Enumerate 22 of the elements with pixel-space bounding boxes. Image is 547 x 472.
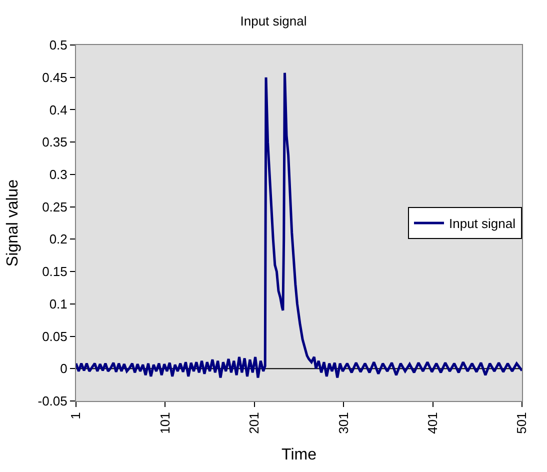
- x-tick-label: 1: [68, 412, 84, 420]
- x-tick-label: 501: [514, 412, 530, 434]
- y-tick-label: 0.45: [42, 70, 68, 85]
- x-tick-label: 401: [425, 412, 440, 434]
- y-tick-label: 0: [60, 361, 68, 376]
- y-tick-label: 0.35: [42, 134, 68, 150]
- x-tick-label: 201: [246, 412, 262, 434]
- y-tick-label: -0.05: [38, 394, 68, 409]
- legend-label: Input signal: [449, 216, 516, 232]
- y-tick-label: 0.25: [42, 199, 68, 214]
- y-tick-label: 0.2: [49, 232, 68, 247]
- x-tick-label: 301: [336, 412, 351, 434]
- y-tick-label: 0.4: [49, 102, 68, 118]
- x-tick-label: 101: [157, 412, 172, 434]
- y-tick-label: 0.5: [49, 38, 68, 53]
- x-axis-title: Time: [282, 446, 317, 464]
- y-axis-title: Signal value: [4, 179, 22, 267]
- y-tick-label: 0.3: [49, 167, 68, 182]
- y-tick-label: 0.15: [42, 264, 68, 280]
- y-tick-label: 0.1: [49, 296, 68, 312]
- chart-title: Input signal: [240, 14, 307, 29]
- y-tick-label: 0.05: [42, 328, 68, 344]
